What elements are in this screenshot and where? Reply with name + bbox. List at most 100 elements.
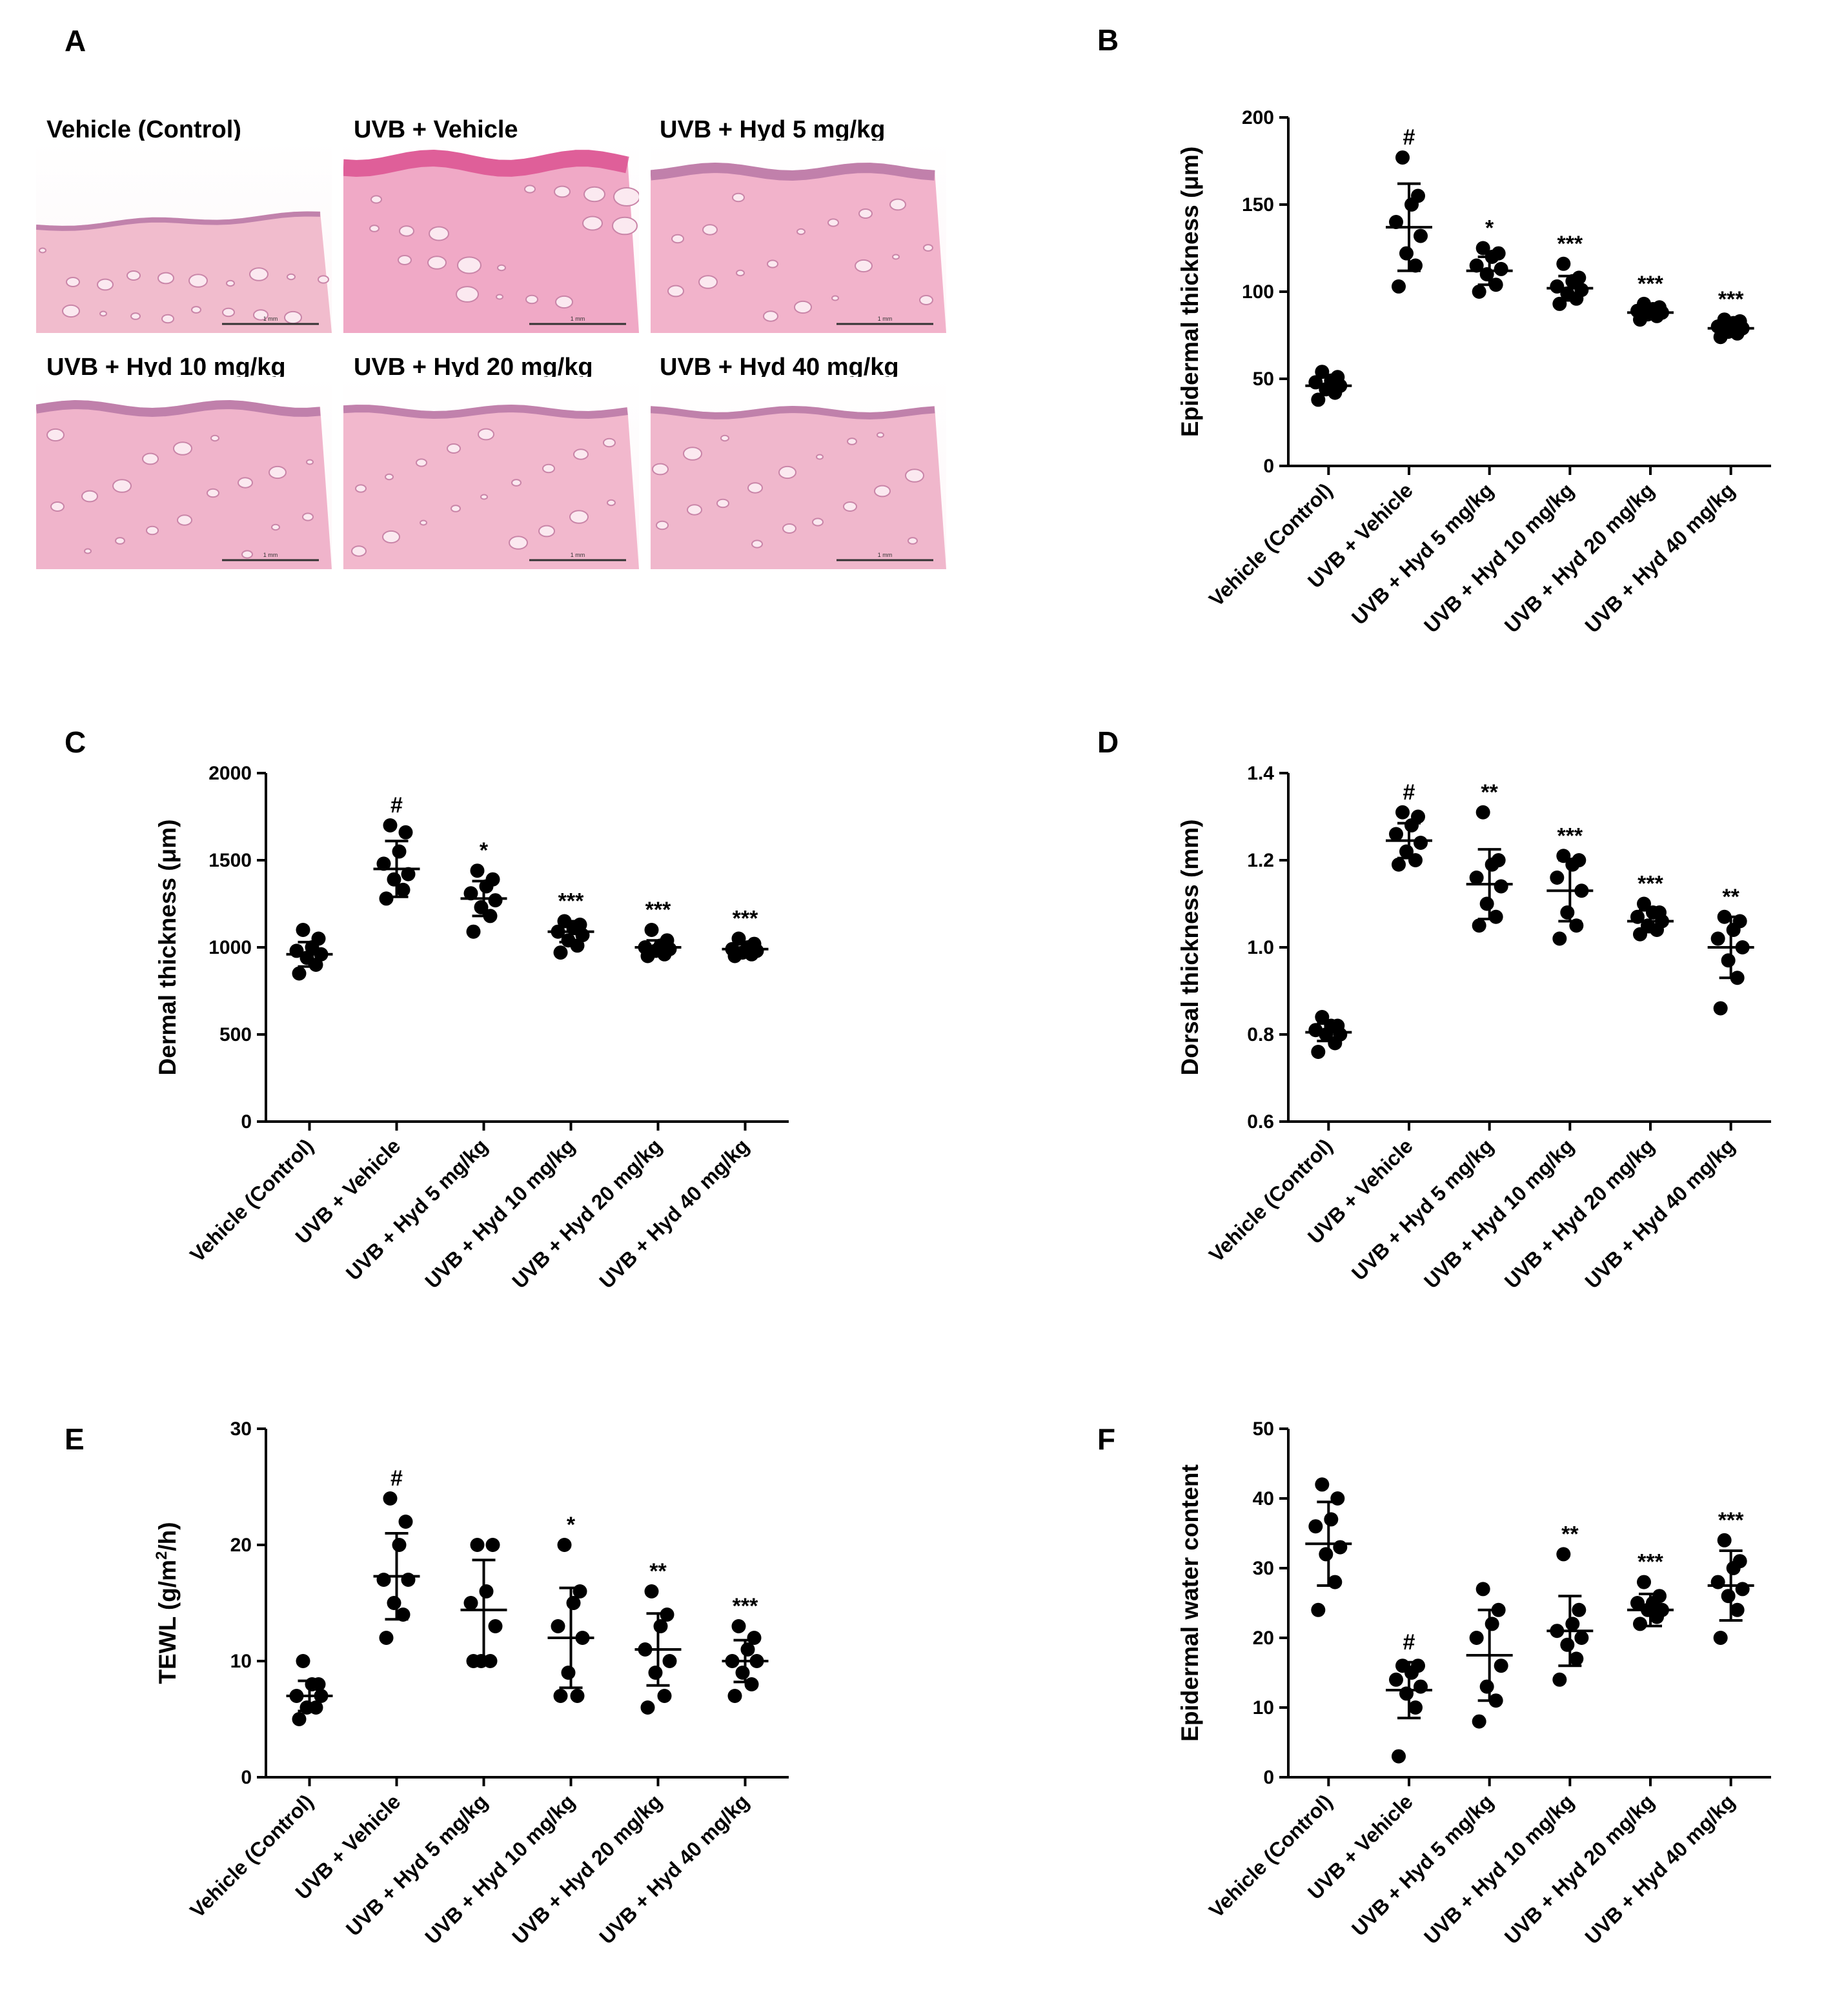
data-point [463, 1596, 478, 1610]
y-tick-label: 100 [1242, 281, 1274, 303]
data-point [401, 1573, 416, 1587]
follicle-void [812, 518, 824, 527]
y-tick-label: 10 [230, 1651, 252, 1672]
x-category-label: UVB + Hyd 40 mg/kg [1580, 1789, 1739, 1948]
follicle-void [130, 312, 141, 320]
follicle-void [210, 434, 219, 442]
data-point [1560, 905, 1575, 920]
data-point [1488, 909, 1503, 924]
follicle-void [429, 226, 449, 241]
histo-label-hyd5: UVB + Hyd 5 mg/kg [660, 116, 886, 143]
data-point [1710, 1575, 1725, 1589]
significance-marker: # [1403, 780, 1415, 805]
data-point [1721, 1589, 1736, 1604]
histo-label-hyd10: UVB + Hyd 10 mg/kg [46, 354, 286, 381]
significance-marker: ** [1561, 1522, 1579, 1546]
follicle-void [555, 295, 573, 309]
follicle-void [269, 465, 287, 479]
data-point [1556, 256, 1571, 271]
follicle-void [656, 520, 669, 530]
data-point [1485, 1617, 1499, 1631]
y-tick-label: 0 [241, 1767, 252, 1788]
epidermis-layer [651, 162, 935, 181]
significance-marker: ** [1481, 780, 1498, 805]
follicle-void [398, 255, 412, 265]
data-point [311, 931, 326, 946]
data-point [1494, 879, 1508, 894]
follicle-void [351, 545, 367, 557]
data-point [383, 1491, 398, 1506]
data-point [1732, 1554, 1747, 1569]
histology-image-uvb-vehicle: 1 mm [343, 141, 639, 333]
follicle-void [451, 505, 461, 512]
follicle-void [831, 295, 839, 301]
y-tick-label: 0.8 [1247, 1024, 1274, 1045]
follicle-void [249, 267, 269, 281]
data-point [648, 1666, 663, 1680]
data-point [731, 1619, 746, 1633]
data-point [1479, 1679, 1494, 1694]
significance-marker: *** [1637, 872, 1663, 896]
follicle-void [207, 488, 219, 498]
significance-marker: # [390, 1466, 403, 1491]
significance-marker: *** [1557, 823, 1583, 848]
y-tick-label: 1500 [208, 850, 252, 871]
significance-marker: *** [1637, 1550, 1663, 1575]
follicle-void [613, 187, 639, 207]
follicle-void [524, 185, 536, 194]
data-point [376, 856, 391, 871]
follicle-void [698, 275, 718, 289]
y-axis-label: Dorsal thickness (mm) [1177, 820, 1203, 1076]
dermis-tissue [36, 400, 332, 569]
data-point [1550, 871, 1565, 885]
data-point [1574, 1631, 1589, 1645]
scale-bar-label: 1 mm [263, 552, 278, 558]
data-point [1560, 1637, 1575, 1652]
follicle-void [50, 501, 65, 512]
follicle-void [569, 510, 589, 524]
data-point [398, 1515, 413, 1529]
data-point [1333, 1540, 1348, 1555]
follicle-void [877, 432, 884, 438]
data-point [1713, 1001, 1728, 1016]
panel-letter: F [1097, 1422, 1115, 1456]
data-point [1414, 836, 1428, 850]
data-point [1652, 905, 1667, 920]
data-point [553, 945, 568, 960]
data-point [1392, 857, 1406, 872]
y-tick-label: 30 [1253, 1558, 1274, 1579]
follicle-void [889, 198, 906, 211]
data-point [1572, 270, 1587, 285]
y-tick-label: 200 [1242, 107, 1274, 128]
data-point [392, 844, 407, 859]
x-category-label: UVB + Hyd 5 mg/kg [1347, 1789, 1498, 1940]
data-point [644, 1584, 659, 1598]
follicle-void [652, 463, 669, 476]
follicle-void [99, 310, 107, 317]
significance-marker: ** [1722, 885, 1739, 909]
x-category-label: UVB + Hyd 40 mg/kg [1580, 1134, 1739, 1293]
follicle-void [778, 465, 796, 479]
data-point [292, 966, 307, 981]
data-point [488, 1619, 503, 1633]
data-point [1574, 283, 1589, 297]
follicle-void [542, 463, 555, 474]
follicle-void [671, 234, 684, 244]
histology-image-hyd5: 1 mm [651, 141, 946, 333]
data-point [1556, 1547, 1571, 1562]
data-point [1408, 853, 1423, 867]
data-point [485, 872, 500, 887]
data-point [1732, 314, 1747, 328]
x-category-label: UVB + Hyd 20 mg/kg [1500, 1134, 1659, 1293]
data-point [1721, 953, 1736, 968]
follicle-void [318, 275, 329, 284]
significance-marker: *** [733, 907, 758, 931]
follicle-void [720, 434, 729, 442]
scale-bar-label: 1 mm [878, 316, 893, 322]
scale-bar-label: 1 mm [571, 552, 585, 558]
data-point [1469, 258, 1484, 273]
follicle-void [420, 519, 427, 526]
data-point [387, 1596, 401, 1610]
data-point [1408, 258, 1423, 273]
